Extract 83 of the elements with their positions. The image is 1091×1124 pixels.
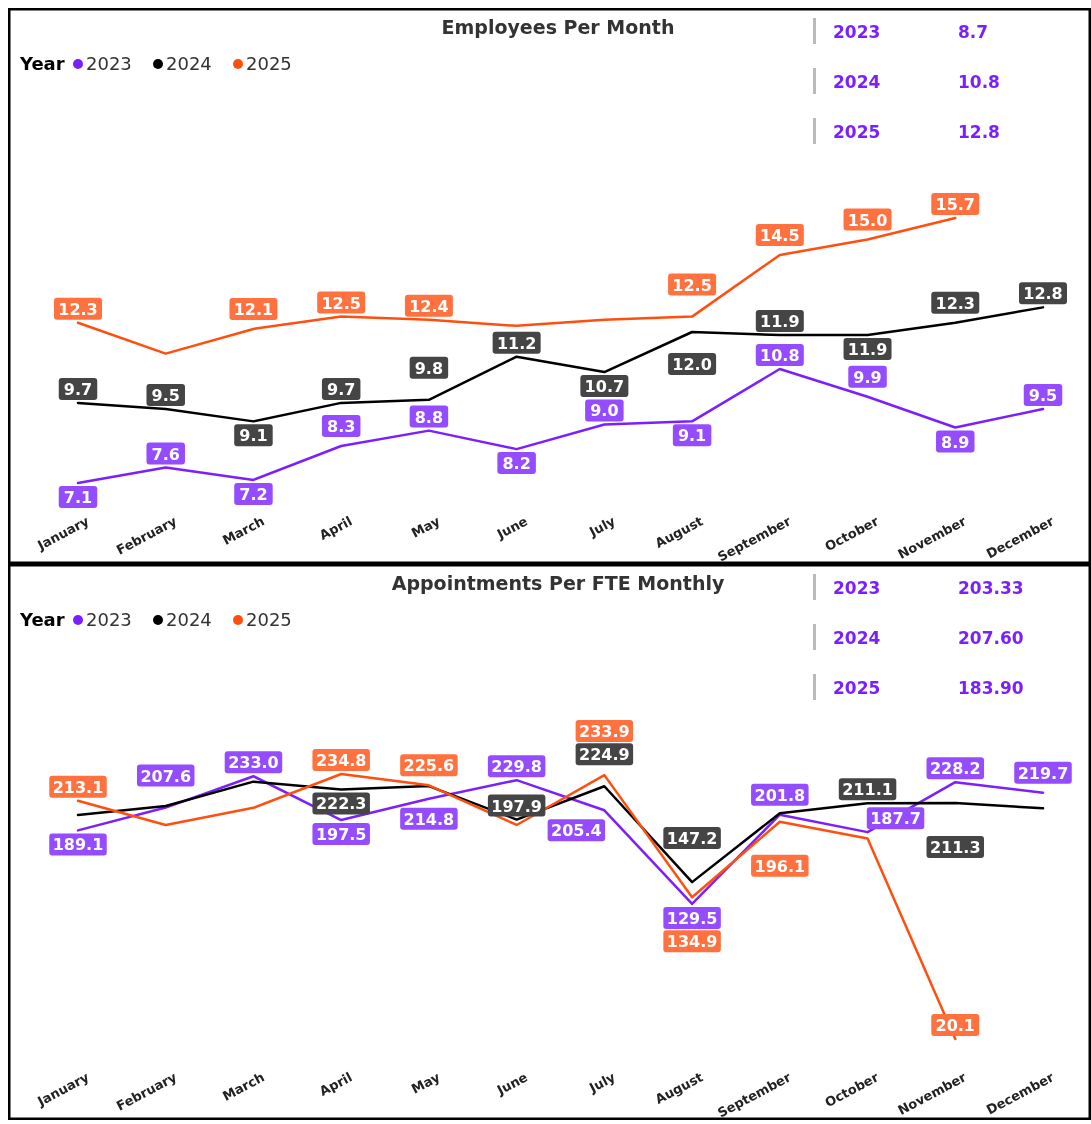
- data-label: 12.4: [409, 296, 449, 316]
- data-label: 9.1: [239, 426, 268, 446]
- legend-label: 2024: [166, 609, 212, 630]
- data-label: 197.9: [491, 796, 542, 816]
- legend-label: 2024: [166, 53, 212, 74]
- data-label: 211.3: [929, 838, 981, 858]
- data-label: 10.8: [760, 345, 800, 365]
- data-label: 11.9: [847, 340, 888, 360]
- data-label: 12.5: [672, 275, 712, 295]
- legend-label: 2023: [86, 53, 132, 74]
- data-label: 12.5: [321, 293, 361, 313]
- data-label: 12.0: [672, 355, 712, 375]
- data-label: 9.9: [853, 367, 882, 387]
- text: 2023: [833, 22, 881, 42]
- data-label: 8.2: [502, 454, 531, 474]
- data-label: 233.9: [579, 722, 630, 742]
- data-label: 7.2: [239, 484, 268, 504]
- data-label: 189.1: [52, 835, 104, 855]
- text: 2025: [833, 678, 881, 698]
- data-label: 12.1: [233, 299, 274, 319]
- data-label: 20.1: [935, 1016, 976, 1035]
- data-label: 12.8: [1023, 284, 1063, 304]
- text: 2023: [833, 578, 881, 598]
- data-label: 211.1: [842, 780, 893, 800]
- legend-label: 2025: [246, 53, 292, 74]
- data-label: 9.5: [151, 386, 180, 406]
- data-label: 207.6: [140, 766, 192, 786]
- data-label: 187.7: [870, 809, 921, 829]
- data-label: 222.3: [315, 794, 367, 814]
- data-label: 7.6: [151, 444, 180, 464]
- data-label: 147.2: [666, 829, 718, 849]
- legend-label: 2025: [246, 609, 292, 630]
- data-label: 10.7: [584, 377, 625, 397]
- data-label: 225.6: [403, 756, 455, 776]
- data-label: 7.1: [63, 488, 93, 507]
- data-label: 9.5: [1028, 386, 1058, 406]
- text: 12.8: [958, 122, 1000, 142]
- text: 207.60: [958, 628, 1024, 648]
- data-label: 14.5: [760, 225, 800, 245]
- data-label: 8.9: [941, 432, 970, 452]
- data-label: 15.0: [847, 210, 888, 230]
- legend-label: 2023: [86, 609, 132, 630]
- data-label: 214.8: [403, 809, 455, 829]
- x-tick-label: May: [408, 513, 443, 541]
- data-label: 9.1: [677, 426, 707, 446]
- data-label: 8.3: [327, 417, 356, 437]
- data-label: 15.7: [935, 195, 976, 214]
- data-label: 229.8: [491, 757, 542, 777]
- legend-title: Year: [19, 609, 65, 630]
- text: 10.8: [958, 72, 1000, 92]
- data-label: 9.0: [590, 401, 619, 421]
- data-label: 8.8: [414, 407, 444, 427]
- legend-title: Year: [19, 53, 65, 74]
- data-label: 129.5: [666, 908, 718, 928]
- data-label: 12.3: [58, 299, 98, 319]
- data-label: 205.4: [551, 821, 602, 841]
- text: 2024: [833, 628, 881, 648]
- data-label: 134.9: [666, 932, 718, 952]
- x-tick-label: May: [408, 1069, 443, 1097]
- data-label: 213.1: [52, 777, 104, 797]
- data-label: 234.8: [315, 751, 367, 770]
- text: 2024: [833, 72, 881, 92]
- data-label: 9.7: [63, 379, 93, 399]
- text: 203.33: [958, 578, 1024, 598]
- text: 8.7: [958, 22, 989, 42]
- text: 2025: [833, 122, 881, 142]
- text: 183.90: [958, 678, 1024, 698]
- data-label: 12.3: [935, 293, 976, 313]
- x-tick-label: July: [585, 1069, 619, 1096]
- data-label: 228.2: [929, 759, 981, 779]
- chart-title: Appointments Per FTE Monthly: [391, 572, 725, 594]
- data-label: 196.1: [754, 856, 806, 876]
- data-label: 219.7: [1017, 763, 1069, 783]
- x-tick-label: July: [585, 513, 619, 540]
- data-label: 11.9: [760, 312, 800, 332]
- data-label: 9.8: [414, 358, 444, 378]
- data-label: 9.7: [327, 379, 356, 399]
- data-label: 201.8: [754, 785, 806, 805]
- chart-title: Employees Per Month: [441, 16, 675, 38]
- data-label: 11.2: [496, 333, 537, 353]
- data-label: 197.5: [315, 825, 367, 845]
- data-label: 233.0: [228, 753, 279, 773]
- data-label: 224.9: [579, 745, 630, 765]
